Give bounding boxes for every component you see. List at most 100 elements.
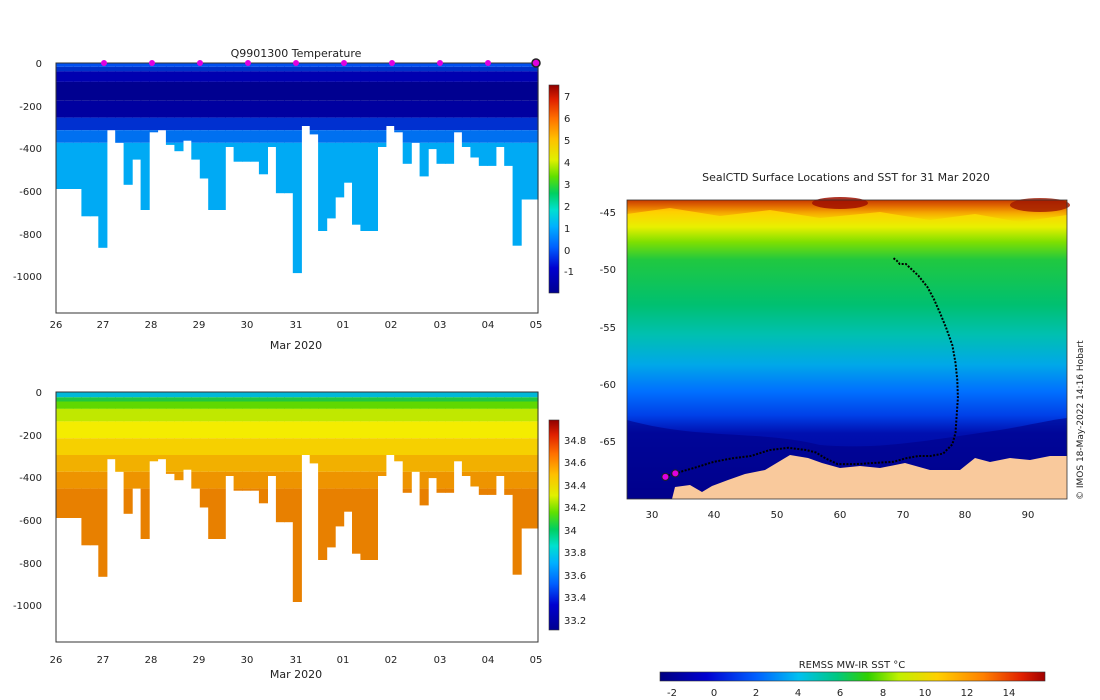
salinity-profile-layer — [216, 488, 226, 539]
temperature-profile-layer — [81, 71, 91, 82]
temperature-profile-layer — [360, 66, 370, 72]
temperature-profile-layer — [284, 63, 294, 67]
salinity-profile-layer — [343, 401, 353, 409]
lat-tick-label: -60 — [600, 380, 616, 391]
salinity-profile-layer — [284, 421, 294, 439]
salinity-profile-layer — [478, 421, 488, 439]
salinity-profile-layer — [199, 397, 209, 402]
temperature-profile-layer — [461, 71, 471, 82]
salinity-profile-layer — [140, 471, 150, 489]
temperature-profile-layer — [419, 130, 429, 143]
temperature-profile-layer — [504, 71, 514, 82]
temperature-profile-layer — [267, 117, 277, 131]
temperature-profile-layer — [487, 130, 497, 143]
temperature-profile-layer — [191, 142, 201, 160]
salinity-profile-layer — [149, 455, 159, 462]
salinity-profile — [72, 392, 82, 518]
temperature-profile-layer — [301, 81, 311, 101]
temperature-profile-layer — [72, 100, 82, 118]
salinity-profile-layer — [411, 408, 421, 422]
temperature-profile-layer — [225, 142, 235, 147]
temperature-profile-layer — [428, 66, 438, 72]
temperature-profile-layer — [165, 63, 175, 67]
salinity-profile-layer — [174, 421, 184, 439]
temperature-profile-layer — [368, 81, 378, 101]
salinity-profile-layer — [318, 471, 328, 489]
temperature-profile-layer — [326, 81, 336, 101]
colorbar-tick-label: 6 — [564, 114, 570, 125]
temperature-profile-layer — [208, 66, 218, 72]
temperature-profile-layer — [64, 117, 74, 131]
salinity-profile-layer — [360, 438, 370, 455]
salinity-profile-layer — [98, 455, 108, 472]
salinity-profile-layer — [191, 401, 201, 409]
salinity-profile-layer — [461, 401, 471, 409]
salinity-profile-layer — [199, 488, 209, 508]
temperature-profile-layer — [89, 117, 99, 131]
profile-marker — [485, 60, 491, 66]
colorbar-tick-label: 33.8 — [564, 548, 586, 559]
salinity-profile-layer — [242, 438, 252, 455]
salinity-profile-layer — [174, 455, 184, 472]
colorbar-tick-label: 5 — [564, 136, 570, 147]
salinity-profile-layer — [56, 488, 66, 518]
salinity-profile — [267, 392, 277, 476]
temperature-profile — [89, 63, 99, 217]
temperature-profile-layer — [64, 130, 74, 143]
salinity-profile-layer — [56, 421, 66, 439]
temperature-profile-layer — [98, 142, 108, 248]
salinity-profile-layer — [182, 392, 192, 398]
x-tick-label: 29 — [193, 320, 206, 331]
temperature-profile — [250, 63, 260, 162]
salinity-profile-layer — [258, 488, 268, 504]
salinity-profile-layer — [368, 438, 378, 455]
salinity-profile — [419, 392, 429, 506]
salinity-profile-layer — [81, 408, 91, 422]
temperature-profile-layer — [242, 142, 252, 162]
salinity-profile-layer — [208, 488, 218, 539]
temperature-profile-layer — [521, 66, 531, 72]
temperature-profile-layer — [275, 63, 285, 67]
salinity-profile-layer — [343, 397, 353, 402]
temperature-profile-layer — [258, 63, 268, 67]
temperature-profile-layer — [64, 100, 74, 118]
salinity-profile-layer — [81, 455, 91, 472]
salinity-profile-layer — [208, 408, 218, 422]
temperature-profile-layer — [411, 63, 421, 67]
salinity-profile-layer — [335, 488, 345, 527]
temperature-profile-layer — [140, 63, 150, 67]
temperature-profile-layer — [495, 81, 505, 101]
salinity-profile-layer — [267, 392, 277, 398]
salinity-profile-layer — [64, 455, 74, 472]
temperature-profile-layer — [411, 117, 421, 131]
temperature-profile-layer — [352, 117, 362, 131]
temperature-profile-layer — [81, 81, 91, 101]
salinity-profile-layer — [115, 438, 125, 455]
temperature-profile-layer — [216, 63, 226, 67]
salinity-profile-layer — [436, 438, 446, 455]
salinity-profile-layer — [487, 455, 497, 472]
temperature-profile-layer — [411, 100, 421, 118]
temperature-profile-layer — [250, 117, 260, 131]
temperature-profile-layer — [377, 117, 387, 131]
temperature-profile-layer — [216, 100, 226, 118]
temperature-profile-layer — [115, 117, 125, 131]
lon-tick-label: 60 — [834, 510, 847, 521]
x-tick-label: 26 — [50, 320, 63, 331]
temperature-profile-layer — [326, 142, 336, 219]
salinity-profile-layer — [301, 401, 311, 409]
temperature-profile-layer — [343, 100, 353, 118]
sst-colorbar-tick-label: 10 — [919, 688, 932, 699]
temperature-profile-layer — [106, 63, 116, 67]
salinity-profile — [411, 392, 421, 472]
temperature-profile-layer — [495, 66, 505, 72]
salinity-profile-layer — [106, 408, 116, 422]
temperature-profile-layer — [360, 117, 370, 131]
x-tick-label: 27 — [97, 655, 110, 666]
y-tick-label: -600 — [19, 516, 42, 527]
salinity-profile-layer — [478, 488, 488, 495]
temperature-profile-layer — [309, 100, 319, 118]
temperature-profile-layer — [445, 71, 455, 82]
salinity-profile — [343, 392, 353, 512]
